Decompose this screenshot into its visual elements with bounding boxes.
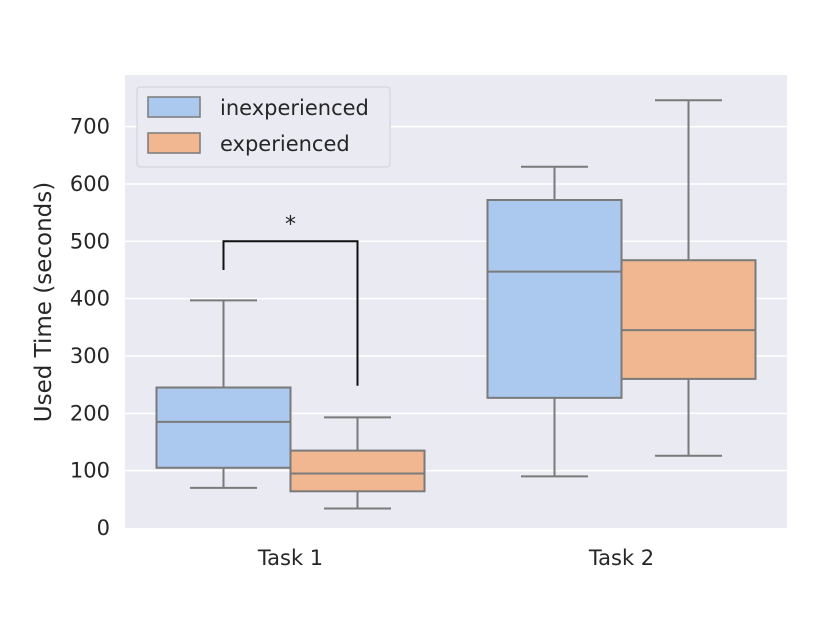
y-axis-label: Used Time (seconds) <box>31 182 57 422</box>
x-tick-label-task-1: Task 1 <box>257 546 323 570</box>
y-tick-label-700: 700 <box>70 115 110 139</box>
iqr-box-experienced-task-2 <box>620 259 757 380</box>
y-tick-label-400: 400 <box>70 287 110 311</box>
significance-bracket-task-1 <box>222 240 359 386</box>
box-experienced-task-1 <box>289 416 426 510</box>
iqr-box-inexperienced-task-1 <box>155 386 292 469</box>
legend-label-inexperienced: inexperienced <box>220 96 369 120</box>
legend-swatch-experienced <box>147 132 201 154</box>
significance-annotations: * <box>222 212 359 386</box>
legend-label-experienced: experienced <box>220 132 350 156</box>
x-tick-labels: Task 1 Task 2 <box>257 546 654 570</box>
iqr-box-experienced-task-1 <box>289 449 426 493</box>
box-inexperienced-task-1 <box>155 299 292 489</box>
significance-label-task-1: * <box>285 212 296 237</box>
y-tick-label-200: 200 <box>70 401 110 425</box>
legend[interactable]: inexperienced experienced <box>136 86 391 168</box>
box-experienced-task-2 <box>620 99 757 457</box>
boxes <box>155 99 757 510</box>
x-tick-label-task-2: Task 2 <box>588 546 654 570</box>
y-tick-labels: 0 100 200 300 400 500 600 700 <box>70 115 110 540</box>
box-inexperienced-task-2 <box>486 165 623 478</box>
y-tick-label-300: 300 <box>70 344 110 368</box>
y-tick-label-0: 0 <box>97 516 110 540</box>
iqr-box-inexperienced-task-2 <box>486 199 623 399</box>
y-tick-label-100: 100 <box>70 459 110 483</box>
y-tick-label-500: 500 <box>70 229 110 253</box>
y-tick-label-600: 600 <box>70 172 110 196</box>
legend-swatch-inexperienced <box>147 96 201 118</box>
